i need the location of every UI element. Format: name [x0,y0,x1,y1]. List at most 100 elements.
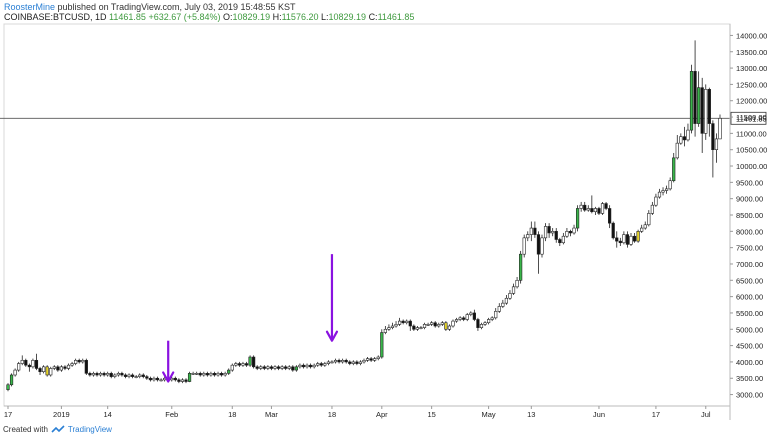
candle-body [134,376,138,378]
candle-body [116,373,120,376]
candle-body [636,231,640,242]
candle-body [45,366,49,376]
time-tick-label: Mar [265,410,278,419]
candle-body [579,204,583,209]
candle-body [490,317,494,320]
tradingview-brand[interactable]: TradingView [67,425,112,434]
candle-body [291,366,295,371]
candle-body [611,222,615,239]
candle-body [319,363,323,366]
candle-body [394,324,398,327]
candle-body [56,366,60,371]
candle-body [127,374,131,377]
candle-body [284,366,288,369]
candle-body [373,358,377,361]
price-change: +632.67 (+5.84%) [148,12,221,22]
time-tick-label: 14 [104,410,112,419]
candle-body [191,373,195,375]
candle-body [547,226,551,234]
price-tick-label: 14000.00 [736,31,767,40]
candle-body [536,234,541,255]
candle-body [333,359,338,363]
candle-body [561,235,565,244]
candle-body [433,322,437,327]
candle-body [341,359,345,363]
price-tick-label: 6000.00 [736,293,763,302]
candle-body [348,361,352,364]
candle-body [24,359,28,366]
candle-body [675,142,679,159]
candle-body [647,213,651,226]
candle-body [551,231,555,234]
candle-body [195,373,199,375]
price-tick-label: 13000.00 [736,64,767,73]
candle-body [155,377,160,381]
candle-body [451,320,455,327]
time-tick-label: 13 [527,410,535,419]
candle-body [590,208,594,213]
publish-text: published on TradingView.com, July 03, 2… [55,2,296,12]
candle-body [220,373,224,376]
candle-body [365,358,370,361]
candle-body [422,324,427,328]
time-tick-label: May [482,410,496,419]
candle-body [266,366,270,369]
candle-body [664,188,669,191]
publish-info: RoosterMine published on TradingView.com… [4,2,296,13]
candle-body [497,306,501,312]
candle-body [362,359,366,363]
candle-body [444,322,448,330]
candle-body [308,364,313,368]
candle-body [63,366,67,369]
candle-body [682,136,686,141]
time-tick-label: 2019 [53,410,70,419]
candle-body [102,373,106,376]
candle-body [483,322,487,325]
candle-body [223,373,227,376]
candle-body [558,239,562,244]
price-tick-label: 11000.00 [736,129,767,138]
candle-body [661,190,665,193]
candle-body [608,208,612,224]
candle-body [273,366,277,369]
last-price-label-box [730,111,767,125]
candle-body [141,374,145,377]
candle-body [714,138,719,151]
footer: Created with TradingView [3,425,112,434]
price-tick-label: 4500.00 [736,342,763,351]
candle-body [465,314,469,320]
candle-body [259,366,263,369]
candle-body [575,208,580,229]
candle-body [387,327,391,330]
candle-body [9,374,14,386]
candle-body [34,359,39,369]
publisher-name[interactable]: RoosterMine [4,2,56,12]
candle-body [138,374,142,377]
price-tick-label: 5500.00 [736,309,763,318]
candle-body [686,129,690,141]
candle-body [479,324,484,328]
candle-body [494,311,498,319]
candle-body [462,317,466,320]
candle-body [629,235,633,245]
candle-body [600,203,605,214]
candle-body [440,322,444,325]
candle-body [426,324,430,326]
candle-body [543,226,548,239]
candle-body [515,279,519,288]
created-with-text: Created with [3,425,48,434]
candle-body [305,364,309,368]
candle-body [351,361,355,364]
price-tick-label: 11500.00 [736,113,767,122]
candle-body [252,356,256,368]
candle-body [711,123,715,151]
candle-body [74,359,78,364]
candle-body [337,359,341,363]
price-tick-label: 6500.00 [736,276,763,285]
candle-body [212,373,217,376]
candle-body [597,208,601,214]
low-label: L: [320,12,329,22]
candle-body [415,327,420,330]
candle-body [693,71,697,124]
